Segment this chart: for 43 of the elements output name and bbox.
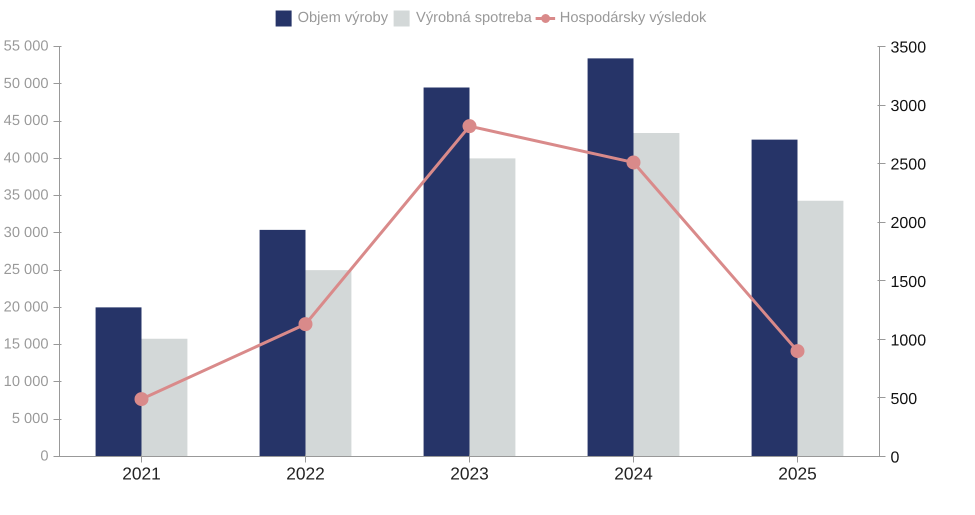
bar <box>798 200 844 456</box>
y-tick-label: 0 <box>40 448 49 464</box>
legend-label: Výrobná spotreba <box>416 10 532 26</box>
y2-tick-label: 1500 <box>890 274 926 291</box>
x-tick-label: 2023 <box>450 464 489 484</box>
x-tick-label: 2025 <box>778 464 817 484</box>
x-tick-label: 2022 <box>286 464 325 484</box>
y2-tick-label: 500 <box>890 390 918 408</box>
y2-tick-label: 2500 <box>890 156 926 174</box>
x-tick-label: 2024 <box>614 464 654 484</box>
y-tick-label: 30 000 <box>4 224 48 241</box>
bar <box>470 158 516 456</box>
point <box>134 392 148 406</box>
legend-label: Objem výroby <box>298 10 388 26</box>
bar <box>142 338 188 456</box>
y2-tick-label: 2000 <box>890 215 926 232</box>
y-tick-label: 5 000 <box>12 411 49 428</box>
bar <box>752 140 798 456</box>
x-tick-label: 2021 <box>122 464 161 484</box>
y-tick-label: 15 000 <box>4 336 48 353</box>
y-tick-label: 35 000 <box>4 188 48 204</box>
y2-tick-label: 3500 <box>890 40 926 56</box>
point <box>790 344 804 358</box>
y-tick-label: 20 000 <box>4 299 48 316</box>
point <box>626 155 640 170</box>
y-tick-label: 10 000 <box>4 374 48 390</box>
y2-tick-label: 0 <box>890 450 900 466</box>
bar <box>260 230 306 456</box>
y-tick-label: 45 000 <box>4 113 48 130</box>
y-tick-label: 55 000 <box>4 38 48 54</box>
bar <box>634 132 680 456</box>
y-tick-label: 25 000 <box>4 262 48 278</box>
legend-label: Hospodársky výsledok <box>560 10 706 26</box>
y2-tick-label: 1000 <box>890 332 926 350</box>
bar <box>424 88 470 456</box>
y-tick-label: 40 000 <box>4 150 48 166</box>
bar <box>588 58 634 456</box>
bar <box>306 270 352 456</box>
bar <box>96 307 142 456</box>
y-tick-label: 50 000 <box>4 76 48 92</box>
point <box>298 317 312 332</box>
y2-tick-label: 3000 <box>890 98 926 116</box>
point <box>462 119 476 134</box>
